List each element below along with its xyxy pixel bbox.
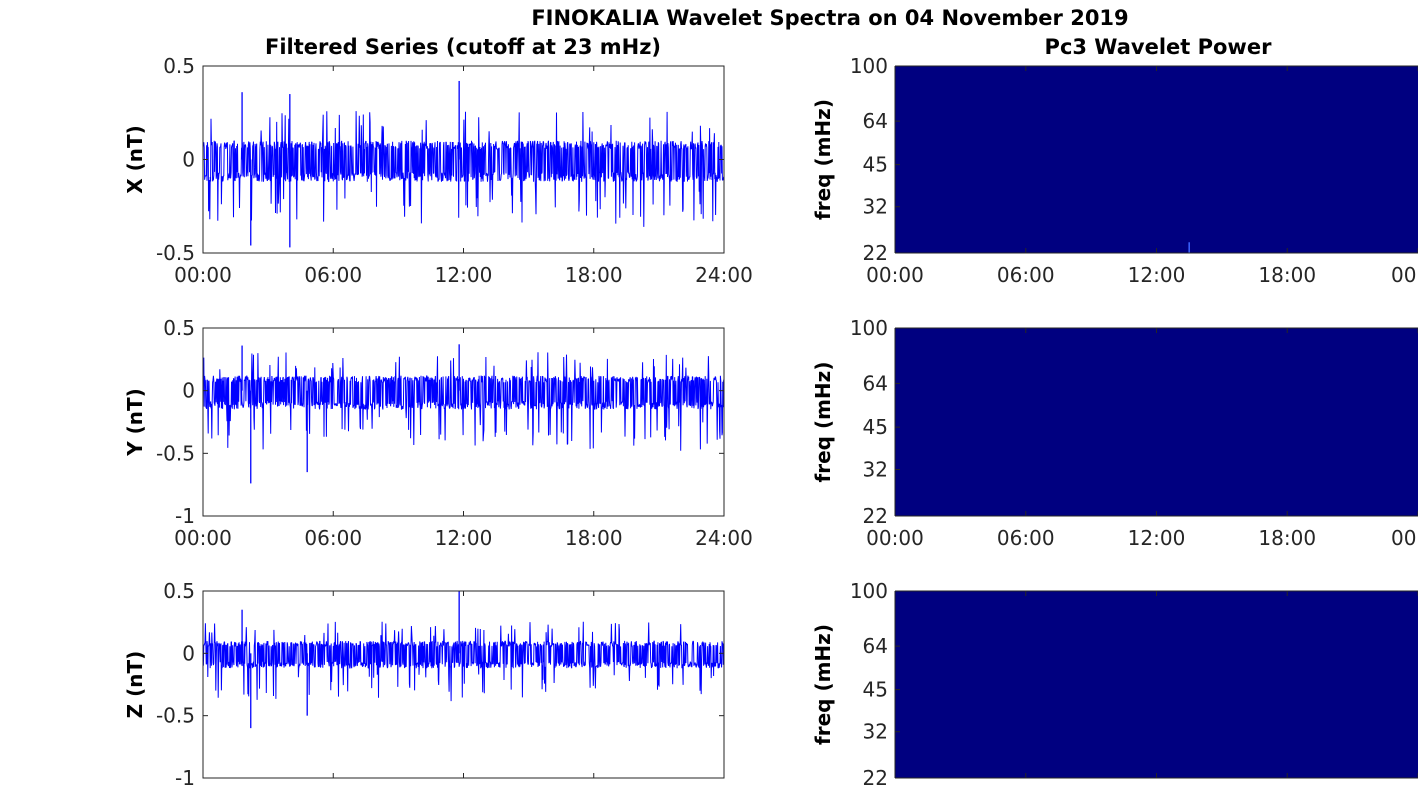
ytick-label: 45 — [863, 415, 888, 439]
xtick-label: 00 — [1391, 526, 1416, 550]
ytick-label: 64 — [863, 371, 888, 395]
ytick-label: 32 — [863, 457, 888, 481]
xtick-label: 12:00 — [1128, 263, 1186, 287]
ytick-label: 0 — [182, 379, 195, 403]
ytick-label: -1 — [175, 766, 195, 788]
ytick-label: 64 — [863, 634, 888, 658]
ylabel-freq-x: freq (mHz) — [811, 99, 835, 220]
ytick-label: 32 — [863, 720, 888, 744]
ytick-label: 100 — [850, 316, 888, 340]
xtick-label: 24:00 — [695, 526, 753, 550]
xtick-label: 00:00 — [174, 263, 232, 287]
ytick-label: -0.5 — [156, 441, 195, 465]
xtick-label: 06:00 — [304, 526, 362, 550]
ytick-label: 22 — [863, 241, 888, 265]
ytick-label: 0 — [182, 641, 195, 665]
xtick-label: 00 — [1391, 263, 1416, 287]
figure-title: FINOKALIA Wavelet Spectra on 04 November… — [531, 6, 1128, 30]
xtick-label: 00:00 — [866, 526, 924, 550]
xtick-label: 18:00 — [1258, 263, 1316, 287]
signal-line-y — [202, 352, 725, 451]
ytick-label: 45 — [863, 153, 888, 177]
xtick-label: 00:00 — [174, 526, 232, 550]
signal-line-x — [202, 111, 725, 227]
xtick-label: 06:00 — [997, 263, 1055, 287]
wavelet-power-map-y — [895, 328, 1418, 516]
left-column-title: Filtered Series (cutoff at 23 mHz) — [265, 35, 661, 59]
xtick-label: 12:00 — [435, 526, 493, 550]
ytick-label: 0 — [182, 148, 195, 172]
right-column-title: Pc3 Wavelet Power — [1045, 35, 1273, 59]
xtick-label: 06:00 — [304, 263, 362, 287]
xtick-label: 00:00 — [866, 263, 924, 287]
ylabel-x: X (nT) — [123, 125, 147, 194]
ytick-label: 22 — [863, 766, 888, 788]
ytick-label: 100 — [850, 579, 888, 603]
wavelet-power-map-x — [895, 66, 1418, 253]
ytick-label: 0.5 — [163, 579, 195, 603]
axes-frame-z — [202, 590, 725, 779]
wavelet-power-map-z — [895, 591, 1418, 778]
xtick-label: 18:00 — [1258, 526, 1316, 550]
signal-line-z — [202, 621, 725, 702]
xtick-label: 18:00 — [565, 526, 623, 550]
ytick-label: 45 — [863, 678, 888, 702]
ytick-label: 22 — [863, 504, 888, 528]
ytick-label: 0.5 — [163, 54, 195, 78]
ylabel-z: Z (nT) — [123, 651, 147, 719]
ylabel-freq-z: freq (mHz) — [811, 624, 835, 745]
ytick-label: 32 — [863, 195, 888, 219]
ytick-label: 64 — [863, 109, 888, 133]
xtick-label: 06:00 — [997, 526, 1055, 550]
xtick-label: 18:00 — [565, 263, 623, 287]
panels: 0.50-0.500:00 06:00 12:00 18:00 24:00X (nT)0… — [123, 54, 1418, 788]
ytick-label: 0.5 — [163, 316, 195, 340]
xtick-label: 12:00 — [1128, 526, 1186, 550]
ytick-label: 100 — [850, 54, 888, 78]
ytick-label: -0.5 — [156, 704, 195, 728]
ytick-label: -0.5 — [156, 241, 195, 265]
ylabel-freq-y: freq (mHz) — [811, 362, 835, 483]
xtick-label: 12:00 — [435, 263, 493, 287]
ytick-label: -1 — [175, 504, 195, 528]
ylabel-y: Y (nT) — [123, 388, 147, 457]
xtick-label: 24:00 — [695, 263, 753, 287]
